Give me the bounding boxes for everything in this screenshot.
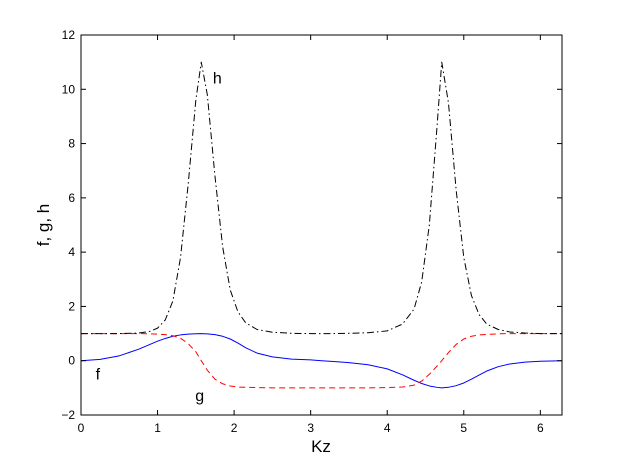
x-tick-label: 1: [154, 421, 161, 435]
curve-label-f: f: [96, 366, 101, 383]
y-tick-label: 6: [68, 191, 75, 205]
x-tick-label: 3: [307, 421, 314, 435]
curve-label-h: h: [213, 70, 222, 87]
y-axis-label: f, g, h: [34, 204, 53, 247]
x-axis-label: Kz: [311, 437, 331, 456]
y-tick-label: 4: [68, 245, 75, 259]
series-line-h: [81, 61, 562, 335]
series-line-g: [81, 333, 562, 389]
x-tick-label: 0: [78, 421, 85, 435]
x-tick-label: 5: [460, 421, 467, 435]
y-tick-label: 8: [68, 137, 75, 151]
series-layer: [80, 61, 563, 389]
y-tick-label: 0: [68, 354, 75, 368]
plot-frame: [80, 34, 563, 416]
x-tick-label: 2: [231, 421, 238, 435]
x-tick-label: 4: [384, 421, 391, 435]
curve-label-g: g: [195, 388, 204, 405]
x-tick-label: 6: [537, 421, 544, 435]
x-axis-ticks: 0 1 2 3 4 5 6: [78, 35, 544, 435]
y-tick-label: 10: [62, 82, 76, 96]
y-tick-label: 2: [68, 299, 75, 313]
plot-background: [81, 35, 562, 415]
y-axis-ticks: −2 0 2 4 6 8 10 12: [61, 28, 562, 422]
y-tick-label: −2: [61, 408, 75, 422]
y-tick-label: 12: [62, 28, 76, 42]
annotations: h f g: [96, 70, 222, 405]
